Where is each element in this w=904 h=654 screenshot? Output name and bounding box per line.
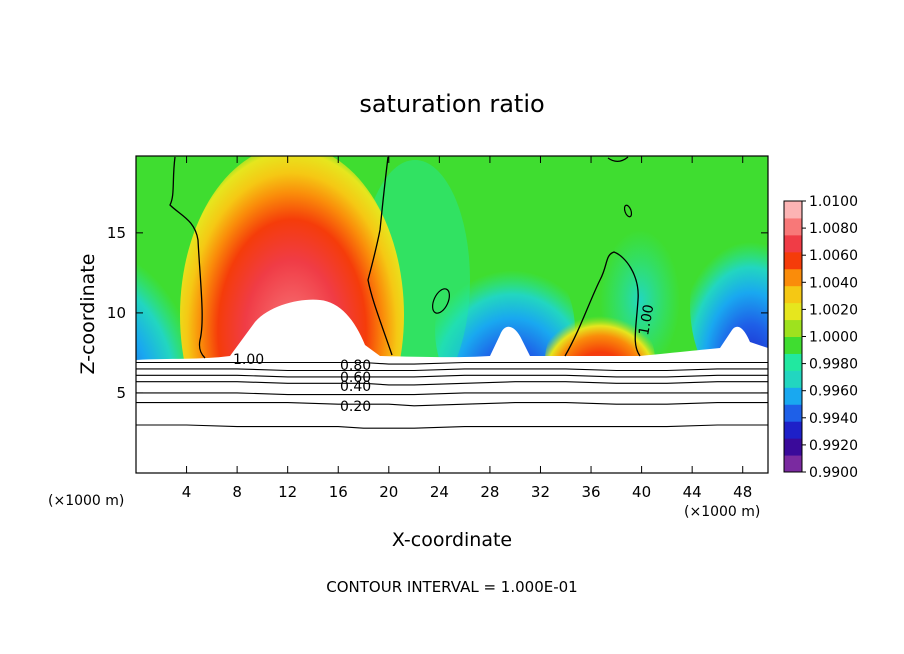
- x-tick-label: 40: [632, 483, 651, 501]
- colorbar-tick-label: 1.0000: [809, 330, 858, 346]
- x-axis-ticks: 4 8 12 16 20 24 28 32 36 40 44 48: [182, 156, 752, 501]
- colorbar-tick-label: 0.9960: [809, 384, 858, 400]
- colorbar: 0.9900 0.9920 0.9940 0.9960 0.9980 1.0000 1.00…: [783, 194, 858, 481]
- colorbar-tick-label: 1.0040: [809, 275, 858, 291]
- colorbar-segment: [784, 201, 802, 219]
- y-axis-label: Z-coordinate: [77, 254, 99, 375]
- contour-line-unlabeled-6: [136, 374, 768, 378]
- x-tick-label: 12: [278, 483, 297, 501]
- colorbar-segment: [784, 387, 802, 405]
- contour-line-0.40: [136, 381, 768, 386]
- x-tick-label: 4: [182, 483, 192, 501]
- x-tick-label: 48: [733, 483, 752, 501]
- colorbar-segment: [784, 234, 802, 253]
- contour-label-1: 1.00: [233, 352, 264, 368]
- colorbar-segment: [784, 319, 802, 337]
- colorbar-tick-label: 1.0100: [809, 194, 858, 210]
- chart-title: saturation ratio: [359, 90, 544, 118]
- masked-region: [136, 299, 768, 473]
- colorbar-tick-label: 1.0080: [809, 221, 858, 237]
- colorbar-tick-label: 0.9900: [809, 465, 858, 481]
- colorbar-tick-label: 1.0020: [809, 302, 858, 318]
- colorbar-segment: [784, 421, 802, 439]
- contour-label-2: 0.80: [340, 358, 371, 374]
- y-tick-label: 15: [107, 224, 126, 242]
- contour-interval-note: CONTOUR INTERVAL = 1.000E-01: [326, 578, 577, 596]
- contour-line-1.00-top: [607, 156, 629, 162]
- y-axis-unit: (×1000 m): [48, 493, 124, 509]
- x-axis-unit: (×1000 m): [684, 504, 760, 520]
- colorbar-segment: [784, 217, 802, 236]
- line-contours: [136, 361, 768, 429]
- x-tick-label: 20: [379, 483, 398, 501]
- colorbar-segment: [784, 353, 802, 371]
- colorbar-segment: [784, 455, 802, 473]
- contour-line-0.20: [136, 402, 768, 407]
- colorbar-tick-label: 1.0060: [809, 248, 858, 264]
- plot-frame: [135, 155, 769, 474]
- colorbar-segment: [784, 285, 802, 304]
- colorbar-segment: [784, 302, 802, 321]
- colorbar-segment: [784, 251, 802, 270]
- contour-line-0.60: [136, 368, 768, 372]
- x-tick-label: 32: [531, 483, 550, 501]
- x-tick-label: 44: [683, 483, 702, 501]
- contour-line-1.00-east: [564, 251, 641, 357]
- contour-label-5: 0.20: [340, 399, 371, 415]
- contour-label-6: 1.00: [636, 303, 657, 336]
- contour-loop-1: [432, 288, 450, 314]
- contour-line-unlabeled-4: [136, 424, 768, 429]
- contour-label-4: 0.40: [340, 379, 371, 395]
- colorbar-tick-label: 0.9980: [809, 357, 858, 373]
- y-axis-ticks: 5 10 15: [107, 224, 768, 402]
- x-tick-label: 36: [581, 483, 600, 501]
- y-tick-label: 5: [116, 384, 126, 402]
- contour-loop-2: [623, 204, 633, 218]
- x-tick-label: 24: [430, 483, 449, 501]
- contour-labels: 1.00 0.80 0.60 0.40 0.20 1.00: [233, 303, 657, 415]
- x-tick-label: 8: [232, 483, 242, 501]
- colorbar-segment: [784, 336, 802, 354]
- colorbar-segment: [784, 370, 802, 388]
- x-tick-label: 16: [329, 483, 348, 501]
- y-tick-label: 10: [107, 304, 126, 322]
- x-axis-label: X-coordinate: [392, 529, 512, 551]
- saturation-field: [136, 156, 768, 473]
- x-tick-label: 28: [480, 483, 499, 501]
- colorbar-tick-label: 0.9920: [809, 438, 858, 454]
- contour-line-1.00-west: [169, 156, 206, 359]
- colorbar-tick-label: 0.9940: [809, 411, 858, 427]
- contour-line-1.00-center: [367, 156, 393, 356]
- colorbar-segment: [784, 404, 802, 422]
- contour-label-3: 0.60: [340, 370, 371, 386]
- contour-line-0.80: [136, 361, 768, 365]
- contour-line-unlabeled-5: [136, 392, 768, 396]
- colorbar-segment: [784, 438, 802, 456]
- colorbar-segment: [784, 268, 802, 287]
